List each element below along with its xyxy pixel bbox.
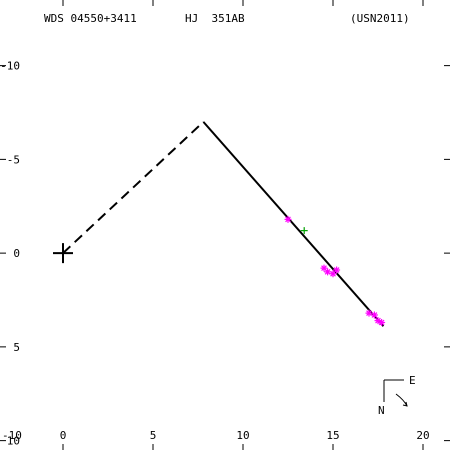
y-tick-label: -10: [0, 60, 20, 73]
orbit-segments: [62, 121, 385, 327]
solid-orbit-line: [202, 121, 385, 327]
east-label: E: [409, 374, 416, 387]
orientation-indicator: E N: [378, 374, 416, 417]
x-tick-label: 0: [60, 429, 67, 442]
y-tick-label: 0: [13, 247, 20, 260]
motion-arrow-icon: [395, 393, 408, 407]
star-d2: [285, 216, 291, 223]
y-tick-label: 10: [7, 435, 20, 448]
x-tick-label: 15: [326, 429, 339, 442]
measure-point: [370, 311, 378, 319]
star-d2: [321, 265, 327, 271]
measure-point: [284, 215, 292, 223]
measure-point: [333, 266, 341, 274]
measure-point: [365, 309, 373, 317]
highlight-point: [300, 227, 308, 235]
y-tick-label: -5: [7, 153, 20, 166]
x-tick-label: 10: [236, 429, 249, 442]
y-tick-label: 5: [13, 341, 20, 354]
motion-arrowhead-icon: [402, 401, 408, 407]
x-tick-label: -10: [2, 429, 22, 442]
pair-name-label: HJ 351AB: [185, 12, 245, 25]
measure-point: [378, 319, 386, 326]
star-d2: [333, 267, 340, 273]
x-tick-label: 20: [416, 429, 429, 442]
star-d2: [378, 319, 385, 326]
measure-points: [53, 215, 386, 326]
reference-label: (USN2011): [350, 12, 410, 25]
system-id-label: WDS 04550+3411: [44, 12, 137, 25]
star-d2: [375, 317, 381, 324]
primary-star-marker: [53, 243, 73, 264]
star-d2: [324, 269, 331, 275]
dashed-orbit-line: [62, 121, 205, 254]
star-d2: [366, 310, 372, 316]
measure-point: [324, 268, 332, 276]
north-label: N: [378, 404, 385, 417]
star-d2: [371, 312, 378, 318]
x-tick-label: 5: [150, 429, 157, 442]
